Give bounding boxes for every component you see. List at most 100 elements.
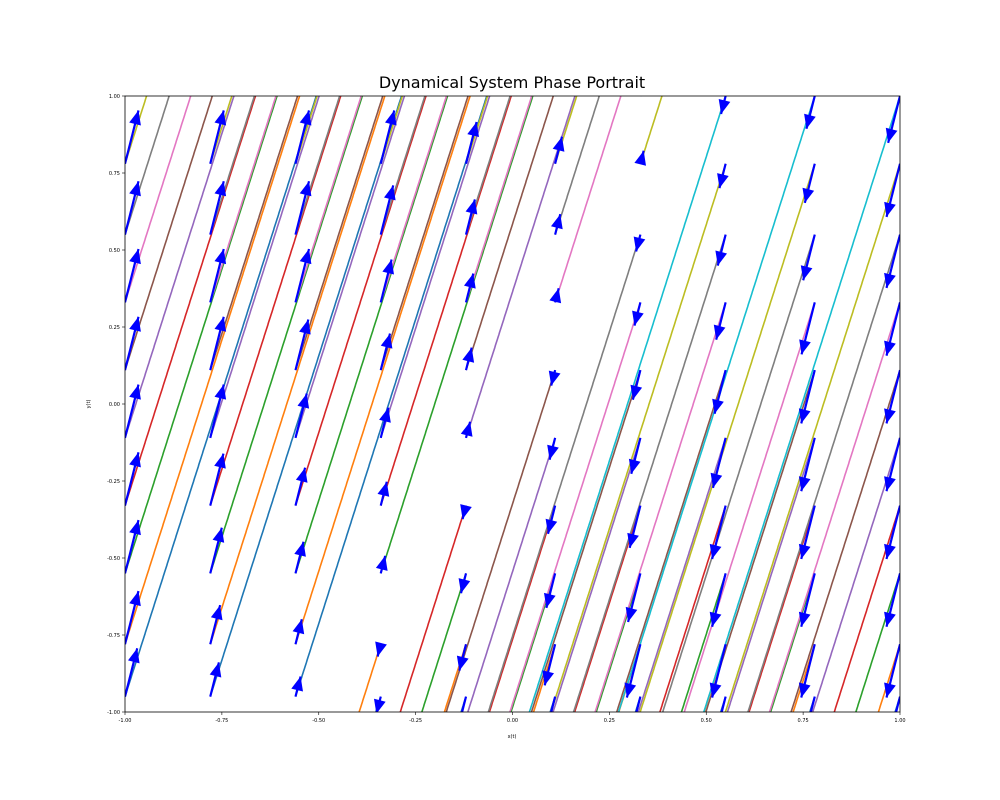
field-arrow-head	[382, 259, 394, 275]
field-arrow-head	[802, 187, 815, 203]
field-arrow-head	[460, 421, 473, 437]
field-arrow-head	[295, 467, 308, 483]
streamline	[209, 96, 320, 439]
streamline	[615, 369, 727, 712]
field-arrow-head	[299, 249, 312, 265]
field-arrow-head	[299, 181, 312, 197]
field-arrow-head	[375, 641, 387, 657]
streamline	[209, 96, 277, 303]
streamline	[833, 505, 900, 712]
field-arrow-head	[129, 452, 141, 468]
y-tick-label: 1.00	[109, 94, 120, 100]
field-arrow-head	[630, 384, 643, 400]
streamline	[125, 96, 257, 506]
y-tick-label: 0.75	[109, 171, 120, 177]
field-arrow-head	[625, 735, 637, 750]
field-arrow-head	[624, 682, 637, 698]
streamline	[209, 96, 403, 697]
streamline	[724, 163, 900, 712]
streamline	[769, 573, 816, 712]
field-arrow-head	[294, 541, 306, 557]
field-arrow-head	[884, 201, 896, 217]
streamline	[487, 234, 642, 712]
field-arrow-head	[380, 333, 393, 349]
field-arrow-head	[551, 214, 563, 230]
x-tick-label: 0.25	[604, 718, 615, 724]
field-arrow-head	[884, 543, 896, 559]
x-tick-label: -0.50	[312, 718, 325, 724]
streamline	[125, 96, 126, 97]
streamline	[209, 96, 342, 506]
streamline	[294, 96, 488, 697]
y-axis: -1.00 -0.75 -0.50 -0.25 0.00 0.25 0.50 0.75 1.00	[107, 94, 125, 716]
field-arrow-head	[798, 682, 811, 698]
plot-frame	[124, 95, 901, 713]
field-arrow-head	[710, 472, 723, 488]
field-arrow-head	[210, 605, 223, 621]
field-arrow-head	[715, 250, 727, 266]
field-arrow-head	[384, 185, 396, 201]
field-arrow-head	[884, 682, 896, 698]
streamline	[209, 96, 256, 235]
streamline	[209, 96, 386, 645]
field-arrow-head	[545, 518, 558, 534]
field-arrow-head	[549, 288, 562, 304]
field-arrow-head	[804, 113, 816, 129]
streamline	[125, 96, 170, 235]
streamline	[726, 437, 816, 712]
x-tick-label: -0.25	[409, 718, 422, 724]
field-arrow-head	[632, 310, 644, 326]
field-arrow-head	[542, 670, 554, 686]
x-tick-label: -0.75	[215, 718, 228, 724]
streamline	[811, 437, 900, 712]
field-arrow-head	[385, 43, 397, 58]
field-arrow-shaft	[635, 696, 642, 712]
field-arrow-head	[377, 481, 390, 497]
field-arrow-head	[214, 110, 227, 126]
y-tick-label: -1.00	[107, 710, 120, 716]
y-tick-label: -0.25	[107, 479, 120, 485]
streamline	[125, 96, 214, 371]
field-arrow-head	[798, 408, 811, 424]
streamline	[572, 234, 727, 712]
streamline	[294, 96, 449, 574]
field-arrow-head	[299, 110, 312, 126]
field-arrow-head	[633, 236, 646, 252]
streamline	[358, 643, 382, 712]
y-tick-label: 0.00	[109, 402, 120, 408]
streamline	[380, 96, 513, 506]
field-arrow-head	[467, 122, 479, 137]
streamline	[639, 163, 816, 712]
field-arrow-head	[884, 611, 896, 627]
field-arrow-head	[385, 110, 397, 126]
y-tick-label: -0.75	[107, 633, 120, 639]
field-arrow-shaft	[809, 696, 816, 712]
streamline	[790, 369, 900, 712]
streamline	[488, 505, 556, 712]
field-arrow-head	[456, 713, 468, 728]
streamline	[594, 302, 727, 712]
field-arrow-head	[884, 735, 896, 750]
streamline	[125, 96, 301, 645]
streamline	[421, 573, 467, 712]
x-tick-label: 1.00	[894, 718, 905, 724]
field-arrow-head	[709, 543, 722, 559]
field-arrow-head	[462, 347, 475, 363]
streamline	[125, 96, 192, 303]
streamline	[125, 96, 235, 439]
streamline	[528, 96, 727, 712]
field-arrow-head	[214, 384, 227, 400]
field-arrow-head	[129, 384, 141, 400]
streamline	[683, 302, 816, 712]
streamline	[209, 96, 299, 371]
field-arrow-head	[710, 735, 722, 750]
streamline	[509, 302, 642, 712]
field-arrow-head	[129, 520, 141, 536]
streamline	[554, 96, 622, 303]
streamline	[294, 96, 471, 645]
field-arrow-head	[129, 316, 141, 332]
streamline	[595, 573, 642, 712]
field-arrow-shaft	[210, 96, 212, 97]
x-axis-label: x(t)	[508, 734, 517, 740]
